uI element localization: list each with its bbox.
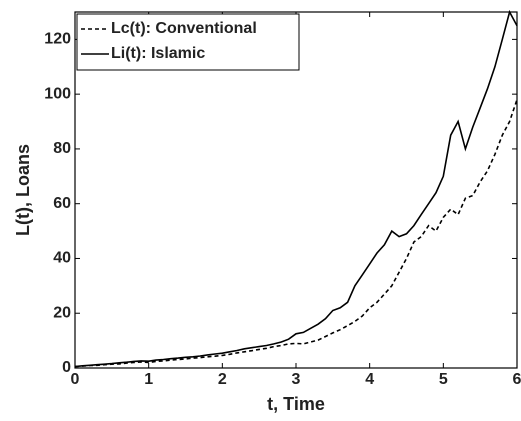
y-tick-label: 40	[53, 250, 71, 267]
x-tick-label: 0	[71, 371, 80, 388]
data-line	[74, 99, 518, 368]
x-tick-label: 6	[513, 371, 521, 388]
y-tick-label: 20	[53, 304, 71, 321]
x-tick-label: 4	[365, 371, 374, 388]
y-axis-label: L(t), Loans	[13, 144, 33, 236]
y-tick-label: 100	[44, 85, 71, 102]
legend-box	[76, 13, 300, 71]
y-tick-label: 0	[62, 359, 71, 376]
legend-label: Lc(t): Conventional	[111, 20, 257, 37]
x-axis-label: t, Time	[267, 394, 325, 414]
x-tick-label: 5	[439, 371, 448, 388]
legend-label: Li(t): Islamic	[111, 45, 205, 62]
y-tick-label: 80	[53, 140, 71, 157]
data-line	[74, 9, 518, 368]
y-tick-label: 60	[53, 195, 71, 212]
y-tick-label: 120	[44, 31, 71, 48]
x-tick-label: 1	[144, 371, 153, 388]
x-tick-label: 3	[292, 371, 301, 388]
x-tick-label: 2	[218, 371, 227, 388]
